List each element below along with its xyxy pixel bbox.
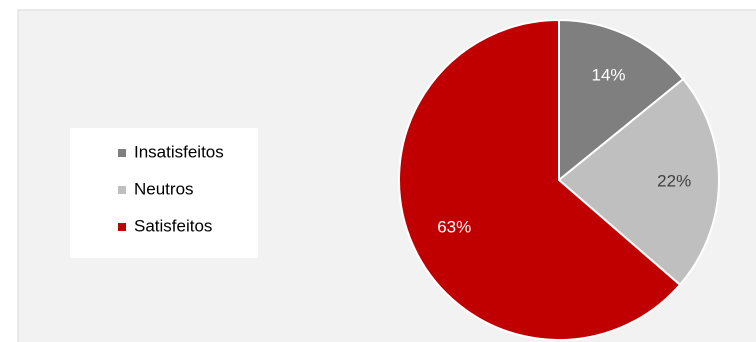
legend-marker [118, 223, 126, 231]
data-label: 63% [437, 217, 471, 236]
legend-marker [118, 149, 126, 157]
legend-label: Neutros [134, 179, 194, 198]
data-label: 14% [591, 65, 625, 84]
data-label: 22% [657, 171, 691, 190]
legend-label: Insatisfeitos [134, 142, 224, 161]
pie-slice [558, 18, 685, 183]
legend-label: Satisfeitos [134, 216, 212, 235]
pie-slice [398, 18, 682, 341]
legend-marker [118, 186, 126, 194]
legend-box [70, 128, 258, 258]
pie-slice [557, 77, 720, 287]
